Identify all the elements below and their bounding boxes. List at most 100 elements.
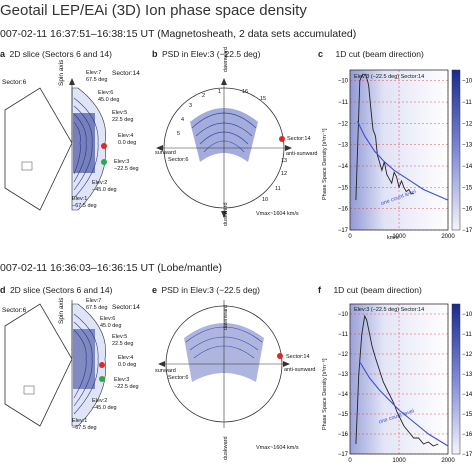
ring-3: 3 — [189, 103, 193, 109]
slice-sector14-label-2: Sector:14 — [112, 304, 140, 311]
y-tick-label: −12 — [338, 121, 349, 127]
colorbar-tick-label: −15 — [462, 185, 473, 191]
elev1-deg: −67.5 deg — [72, 203, 97, 209]
panel-c-header: c 1D cut (beam direction) — [318, 44, 424, 62]
ring-11: 11 — [275, 186, 281, 192]
elev2-deg: −45.0 deg — [92, 187, 117, 193]
polar-sector14-marker — [277, 353, 283, 359]
elev4-name-2: Elev:4 — [118, 355, 134, 361]
y-tick-label: −15 — [338, 185, 349, 191]
duskward-arrow — [221, 211, 227, 218]
elev7-name: Elev:7 — [86, 70, 102, 76]
x-tick-label: 1000 — [392, 234, 406, 240]
panel-c-label: c — [318, 49, 324, 59]
polar-sector14-label-2: Sector:14 — [286, 354, 310, 360]
elev6-deg: 45.0 deg — [98, 97, 120, 103]
panel-a-slice — [4, 78, 107, 211]
elev6-name: Elev:6 — [98, 90, 114, 96]
colorbar-tick-label: −17 — [462, 228, 473, 234]
elev5-name-2: Elev:5 — [112, 334, 128, 340]
colorbar-ticks: −10 −11 −12 −13 −14 −15 −16 −17 — [462, 312, 473, 458]
panel-d-label: d — [0, 285, 6, 295]
slice-sector14-label: Sector:14 — [112, 70, 140, 77]
legend-box — [21, 161, 33, 171]
ring-10: 10 — [262, 197, 269, 203]
colorbar — [451, 303, 461, 455]
panel-b-header: b PSD in Elev:3 (−22.5 deg) — [152, 44, 260, 62]
sector6-shape — [4, 303, 73, 427]
cut-y-ticks: −10 −11 −12 −13 −14 −15 −16 −17 — [338, 79, 349, 234]
panel-b-label: b — [152, 49, 158, 59]
antisunward-label: anti-sunward — [286, 151, 318, 157]
panel-c-chart: −10−11−12−13−14−15−16−17 0 1000 2000 −10−1… — [338, 69, 473, 240]
y-tick-label: −13 — [338, 143, 349, 149]
ring-15: 15 — [260, 96, 267, 102]
slice-hotspot — [73, 113, 95, 173]
elev3-deg: −22.5 deg — [114, 166, 139, 172]
y-tick-label: −16 — [338, 207, 349, 213]
elev2-name-2: Elev:2 — [92, 398, 108, 404]
y-tick-label: −12 — [338, 352, 349, 358]
colorbar-tick-label: −16 — [462, 207, 473, 213]
cut-xlabel: km/s — [387, 235, 399, 241]
y-tick-label: −13 — [338, 372, 349, 378]
vmax-label-2: Vmax~1604 km/s — [256, 445, 299, 451]
elev7-name-2: Elev:7 — [86, 298, 102, 304]
sunward-label-2: sunward — [155, 368, 176, 374]
panel-e-label: e — [152, 285, 158, 295]
elev2-name: Elev:2 — [92, 180, 108, 186]
colorbar-tick-label: −14 — [462, 164, 473, 170]
elev3-name-2: Elev:3 — [114, 377, 130, 383]
duskward-label: duskward — [223, 202, 229, 226]
sector14-marker — [101, 143, 107, 149]
colorbar-tick-label: −13 — [462, 143, 473, 149]
elev5-deg-2: 22.5 deg — [112, 341, 134, 347]
panel-d-header: d 2D slice (Sectors 6 and 14) — [0, 280, 112, 298]
elev5-name: Elev:5 — [112, 110, 128, 116]
colorbar-ticks: −10 −11 −12 −13 −14 −15 −16 −17 — [462, 79, 473, 234]
elev1-name-2: Elev:1 — [72, 418, 88, 424]
panel-f-title: 1D cut (beam direction) — [333, 285, 422, 295]
elev1-deg-2: −67.5 deg — [72, 425, 97, 431]
one-count-line — [356, 120, 449, 201]
elev3-marker — [99, 376, 105, 382]
colorbar-tick-label: −11 — [462, 332, 472, 338]
x-tick-label: 0 — [348, 234, 352, 240]
x-tick-label: 2000 — [441, 234, 455, 240]
panel-a-label: a — [0, 49, 6, 59]
ring-1: 1 — [218, 89, 222, 95]
elev7-deg-2: 67.5 deg — [86, 305, 108, 311]
antisunward-label-2: anti-sunward — [284, 367, 316, 373]
polar-sector6-label-2: Sector:6 — [168, 375, 189, 381]
ring-5: 5 — [177, 131, 181, 137]
duskward-label-2: duskward — [223, 436, 229, 460]
colorbar-tick-label: −12 — [462, 352, 473, 358]
sunward-arrow — [156, 145, 163, 151]
colorbar-tick-label: −12 — [462, 121, 473, 127]
row2-time: 007-02-11 16:36:03–16:36:15 UT (Lobe/man… — [0, 262, 223, 274]
ring-12: 12 — [281, 171, 288, 177]
colorbar-tick-label: −17 — [462, 452, 473, 458]
colorbar-tick-label: −11 — [462, 100, 472, 106]
colorbar-tick-label: −13 — [462, 372, 473, 378]
panel-b-title: PSD in Elev:3 (−22.5 deg) — [161, 49, 261, 59]
slice-sector6-label-2: Sector:6 — [2, 307, 27, 314]
cut-legend-2: Elev:3 (−22.5 deg) Sector:14 — [354, 307, 425, 313]
dawnward-label: dawnward — [223, 46, 229, 72]
panel-d-title: 2D slice (Sectors 6 and 14) — [9, 285, 113, 295]
cut-legend: Elev:3 (−22.5 deg) Sector:14 — [354, 74, 425, 80]
cut-y-ticks: −10 −11 −12 −13 −14 −15 −16 −17 — [338, 312, 349, 458]
ring-16: 16 — [242, 89, 249, 95]
legend-box — [23, 385, 35, 395]
elev3-deg-2: −22.5 deg — [114, 384, 139, 390]
panel-a-title: 2D slice (Sectors 6 and 14) — [9, 49, 112, 59]
cut-x-ticks: 0 1000 2000 — [348, 458, 455, 464]
cut-x-ticks: 0 1000 2000 — [348, 234, 455, 240]
elev3-marker — [101, 159, 107, 165]
sunward-label: sunward — [155, 150, 176, 156]
panel-c-title: 1D cut (beam direction) — [335, 49, 424, 59]
sunward-arrow — [158, 361, 165, 367]
dawnward-arrow — [221, 78, 227, 85]
polar-sector14-label: Sector:14 — [287, 136, 311, 142]
y-tick-label: −11 — [338, 100, 348, 106]
